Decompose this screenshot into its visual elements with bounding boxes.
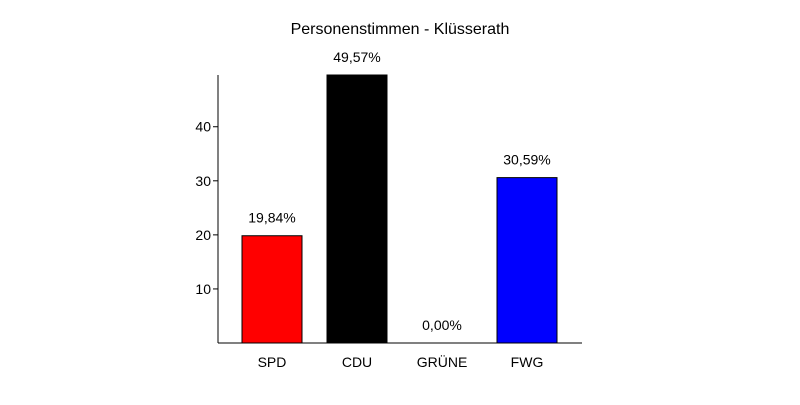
category-label-spd: SPD <box>258 354 287 370</box>
bar-spd <box>241 235 303 344</box>
bar-cdu <box>326 74 388 344</box>
category-label-fwg: FWG <box>511 354 544 370</box>
y-tick-label: 30 <box>195 173 211 189</box>
category-label-grüne: GRÜNE <box>417 353 468 370</box>
bar-fwg <box>496 177 558 344</box>
category-label-cdu: CDU <box>342 354 372 370</box>
y-tick-label: 20 <box>195 227 211 243</box>
y-tick-label: 10 <box>195 281 211 297</box>
data-label-spd: 19,84% <box>248 210 295 226</box>
data-label-grüne: 0,00% <box>422 317 462 333</box>
data-label-fwg: 30,59% <box>503 152 550 168</box>
chart-title: Personenstimmen - Klüsserath <box>291 21 510 38</box>
y-tick-label: 40 <box>195 119 211 135</box>
data-label-cdu: 49,57% <box>333 49 380 65</box>
